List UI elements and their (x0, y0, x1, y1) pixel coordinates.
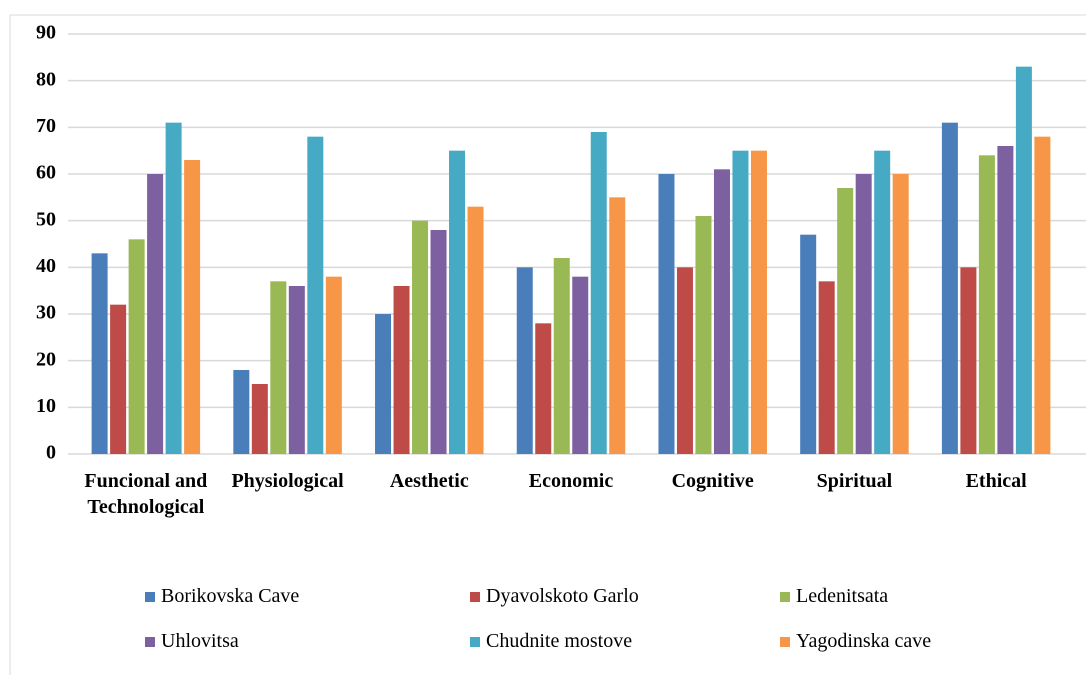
bar (553, 258, 570, 454)
y-tick-label: 80 (36, 68, 56, 90)
bar (147, 174, 164, 454)
bar (91, 253, 108, 454)
legend-swatch (145, 591, 155, 602)
bar (1015, 66, 1032, 455)
legend-swatch (145, 636, 155, 647)
bar (750, 150, 767, 454)
x-tick-label: Cognitive (671, 470, 754, 492)
x-tick-label: Funcional and Technological (84, 470, 208, 518)
legend-item: Uhlovitsa (145, 630, 239, 653)
y-tick-label: 0 (46, 442, 56, 464)
bar (307, 136, 324, 454)
bar (874, 150, 891, 454)
x-tick-label: Physiological (231, 470, 344, 492)
bar (941, 122, 958, 455)
y-tick-label: 30 (36, 302, 56, 324)
legend-swatch (780, 591, 790, 602)
bar (978, 155, 995, 455)
bar (997, 146, 1014, 454)
legend-swatch (470, 636, 480, 647)
y-tick-label: 40 (36, 255, 56, 277)
bar (892, 174, 909, 454)
bar (800, 234, 817, 454)
legend-item: Yagodinska cave (780, 630, 931, 653)
legend-label: Ledenitsata (796, 585, 889, 607)
legend-swatch (780, 636, 790, 647)
bar (467, 206, 484, 454)
bar (325, 276, 342, 454)
bar (695, 216, 712, 454)
legend-item: Dyavolskoto Garlo (470, 585, 639, 608)
bar (855, 174, 872, 454)
legend-item: Ledenitsata (780, 585, 888, 608)
bar (1034, 136, 1051, 454)
bar (535, 323, 552, 454)
bar (732, 150, 749, 454)
bar (960, 267, 977, 454)
bar (572, 276, 589, 454)
y-tick-label: 90 (36, 22, 56, 44)
x-tick-label: Aesthetic (389, 470, 469, 492)
bar (713, 169, 730, 455)
x-tick-label: Economic (528, 470, 614, 492)
bar (375, 314, 392, 454)
legend-item: Chudnite mostove (470, 630, 632, 653)
bar (449, 150, 466, 454)
y-tick-label: 60 (36, 162, 56, 184)
bar (837, 188, 854, 454)
bar (184, 160, 201, 454)
y-tick-label: 10 (36, 395, 56, 417)
legend-label: Chudnite mostove (486, 630, 633, 652)
bar (412, 220, 429, 454)
bar (251, 384, 268, 454)
legend-label: Dyavolskoto Garlo (486, 585, 639, 607)
bar (165, 122, 182, 455)
bar (658, 174, 675, 454)
x-tick-label: Spiritual (816, 470, 893, 492)
y-tick-label: 70 (36, 115, 56, 137)
bar (128, 239, 145, 454)
legend-item: Borikovska Cave (145, 585, 299, 608)
bar (430, 230, 447, 454)
bar (110, 304, 127, 454)
legend-label: Borikovska Cave (161, 585, 300, 607)
bar (590, 132, 607, 454)
legend-label: Uhlovitsa (161, 630, 239, 652)
bar (609, 197, 626, 455)
bar (233, 370, 250, 454)
legend-label: Yagodinska cave (796, 630, 932, 652)
bar (270, 281, 287, 454)
legend-swatch (470, 591, 480, 602)
y-tick-label: 20 (36, 348, 56, 370)
y-tick-label: 50 (36, 208, 56, 230)
bar (516, 267, 533, 454)
bar (818, 281, 835, 454)
bar (288, 286, 305, 454)
x-tick-label: Ethical (965, 470, 1027, 492)
bar (393, 286, 410, 454)
bar (676, 267, 693, 454)
